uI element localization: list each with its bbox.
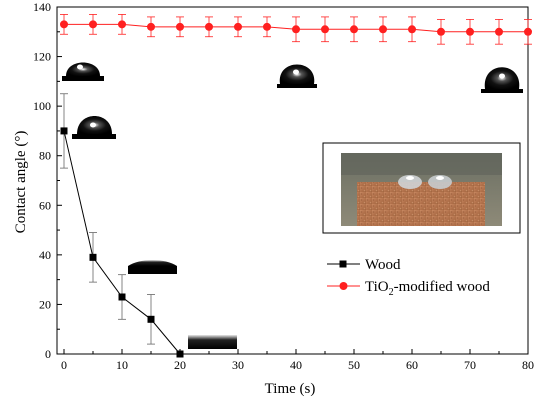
data-point-wood <box>176 350 184 358</box>
data-point-wood <box>118 293 126 301</box>
data-point-modified <box>495 27 503 36</box>
data-point-wood <box>147 315 155 323</box>
series-wood <box>60 93 184 358</box>
droplet-image-modified-80s <box>481 57 523 93</box>
droplet-image-wood-0s <box>72 110 116 140</box>
y-tick-label: 100 <box>33 99 51 113</box>
x-axis-label: Time (s) <box>265 381 316 397</box>
x-tick-label: 10 <box>116 358 128 372</box>
legend-label-wood: Wood <box>365 257 401 273</box>
y-tick-label: 60 <box>39 198 51 212</box>
y-axis-label: Contact angle (°) <box>13 131 29 234</box>
series-layer <box>60 14 532 358</box>
data-point-wood <box>60 127 68 135</box>
data-point-modified <box>350 25 358 34</box>
x-tick-labels: 0 10 20 30 40 50 60 70 80 <box>61 358 534 372</box>
data-point-modified <box>263 22 271 31</box>
data-point-modified <box>176 22 184 31</box>
legend-label-modified: TiO2-modified wood <box>365 279 490 298</box>
data-point-modified <box>379 25 387 34</box>
x-tick-label: 0 <box>61 358 67 372</box>
y-tick-label: 20 <box>39 297 51 311</box>
wood-block <box>357 182 485 226</box>
data-point-modified <box>321 25 329 34</box>
y-tick-label: 0 <box>45 347 51 361</box>
y-tick-label: 40 <box>39 248 51 262</box>
data-point-modified <box>466 27 474 36</box>
droplet-image-wood-10s <box>128 256 177 274</box>
data-point-wood <box>89 253 97 261</box>
y-tick-labels: 0 20 40 60 80 100 120 140 <box>33 0 51 361</box>
x-tick-label: 30 <box>232 358 244 372</box>
droplet-image-modified-40s <box>277 54 317 88</box>
y-tick-label: 80 <box>39 149 51 163</box>
data-point-modified <box>118 20 126 29</box>
x-tick-label: 80 <box>522 358 534 372</box>
series-modified <box>60 14 532 45</box>
axes-ticks <box>57 6 529 355</box>
inset-photo <box>322 142 521 234</box>
y-tick-label: 140 <box>33 0 51 14</box>
data-point-modified <box>147 22 155 31</box>
legend: Wood TiO2-modified wood <box>327 257 490 298</box>
legend-marker-wood <box>339 260 347 268</box>
x-tick-label: 70 <box>464 358 476 372</box>
data-point-modified <box>60 20 68 29</box>
data-point-modified <box>205 22 213 31</box>
data-point-modified <box>234 22 242 31</box>
x-tick-label: 40 <box>290 358 302 372</box>
x-tick-label: 50 <box>348 358 360 372</box>
data-point-modified <box>524 27 532 36</box>
data-point-modified <box>89 20 97 29</box>
data-point-modified <box>408 25 416 34</box>
droplet-image-modified-0s <box>62 54 104 84</box>
x-tick-label: 20 <box>174 358 186 372</box>
series-line-wood <box>63 130 181 355</box>
data-point-modified <box>292 25 300 34</box>
x-tick-label: 60 <box>406 358 418 372</box>
droplet-image-wood-20s <box>188 335 237 349</box>
data-point-modified <box>437 27 445 36</box>
y-tick-label: 120 <box>33 50 51 64</box>
legend-marker-modified <box>339 282 348 290</box>
